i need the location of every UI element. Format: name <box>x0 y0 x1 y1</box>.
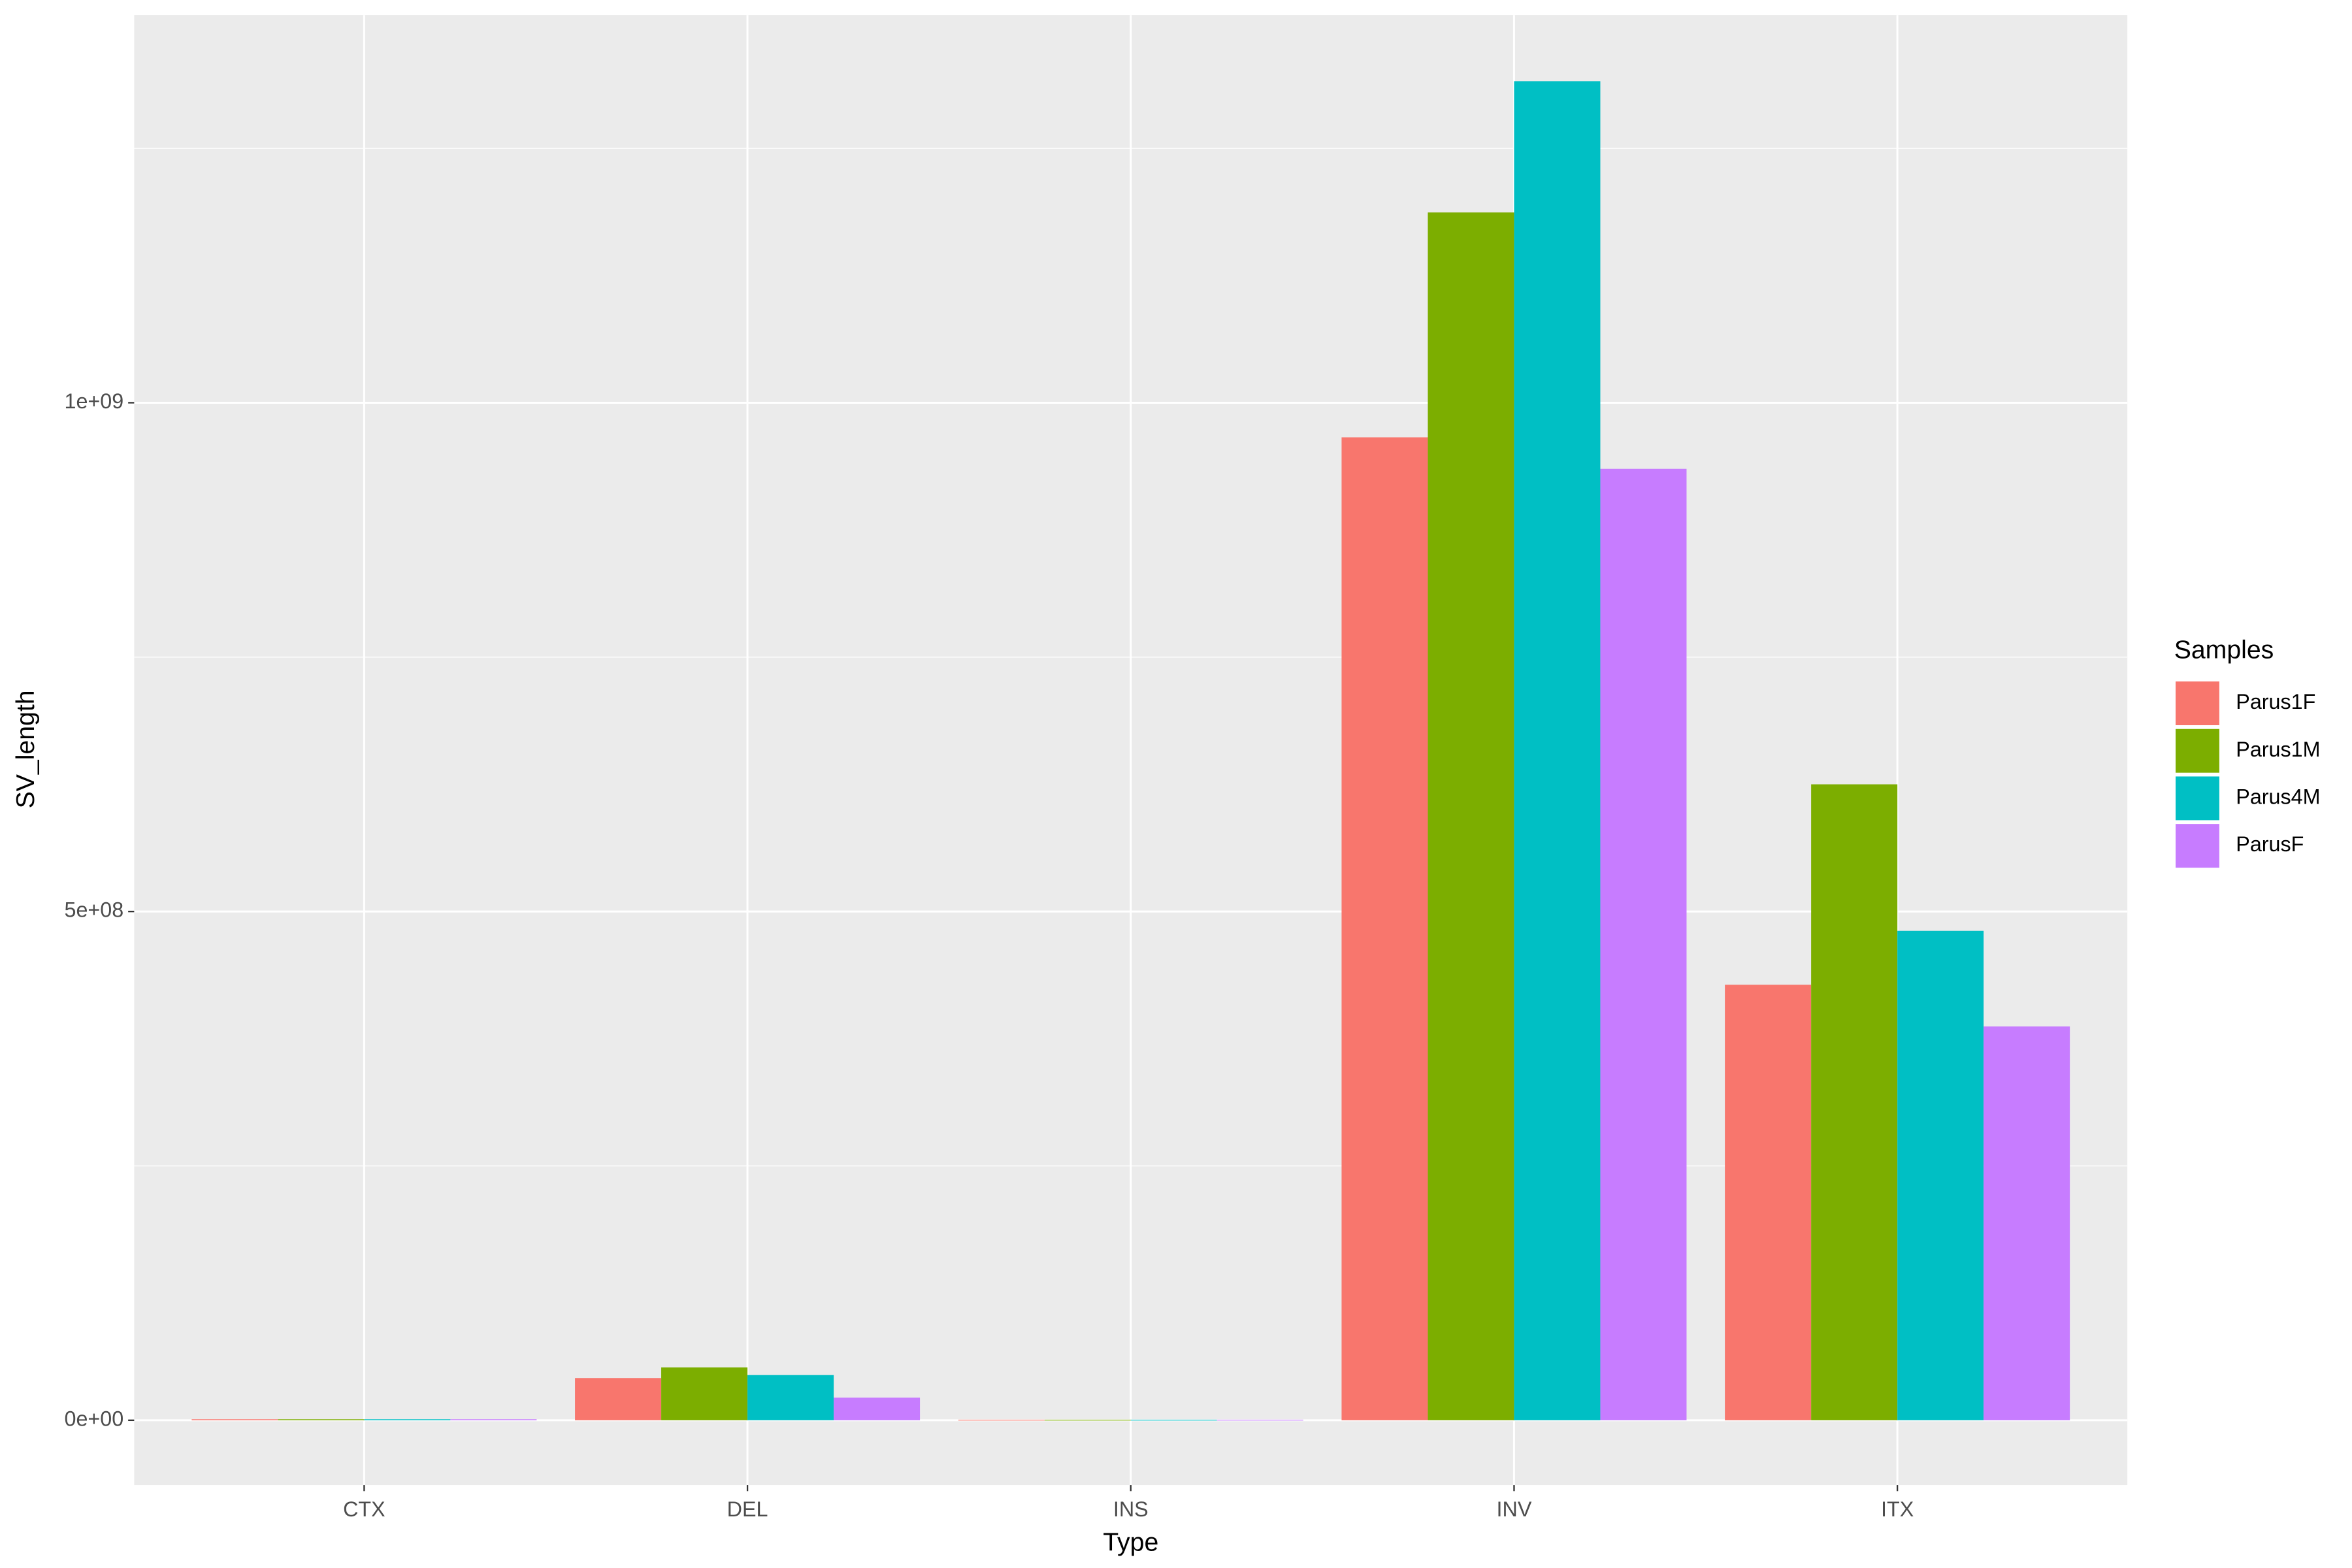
bar <box>1984 1026 2070 1420</box>
y-tick-label: 1e+09 <box>65 389 124 413</box>
x-tick-label: CTX <box>343 1497 385 1521</box>
bar <box>450 1419 537 1420</box>
bar <box>1897 930 1984 1420</box>
bar <box>191 1419 278 1420</box>
y-tick-label: 5e+08 <box>65 898 124 922</box>
bar <box>834 1397 921 1420</box>
bar <box>661 1367 748 1420</box>
legend-key <box>2176 824 2219 868</box>
bar <box>1600 468 1687 1420</box>
bar <box>364 1419 451 1420</box>
x-tick-label: INV <box>1497 1497 1532 1521</box>
y-axis-label: SV_length <box>11 690 40 808</box>
bar <box>575 1378 662 1420</box>
legend-key <box>2176 776 2219 821</box>
legend-label: Parus1M <box>2236 738 2320 761</box>
legend-label: Parus4M <box>2236 785 2320 808</box>
x-tick-label: INS <box>1113 1497 1149 1521</box>
x-tick-label: DEL <box>727 1497 768 1521</box>
legend-label: Parus1F <box>2236 690 2315 713</box>
legend-key <box>2176 728 2219 773</box>
legend-key <box>2176 681 2219 725</box>
bar <box>278 1419 365 1420</box>
x-axis-label: Type <box>1103 1527 1158 1556</box>
bar <box>1514 81 1601 1420</box>
bar <box>1725 985 1812 1420</box>
y-tick-label: 0e+00 <box>65 1407 124 1430</box>
bar <box>747 1375 834 1420</box>
x-tick-label: ITX <box>1881 1497 1914 1521</box>
bar <box>1341 437 1428 1420</box>
bar <box>1428 212 1514 1420</box>
legend-label: ParusF <box>2236 832 2304 856</box>
bar <box>1811 784 1898 1420</box>
legend-title: Samples <box>2174 635 2274 664</box>
